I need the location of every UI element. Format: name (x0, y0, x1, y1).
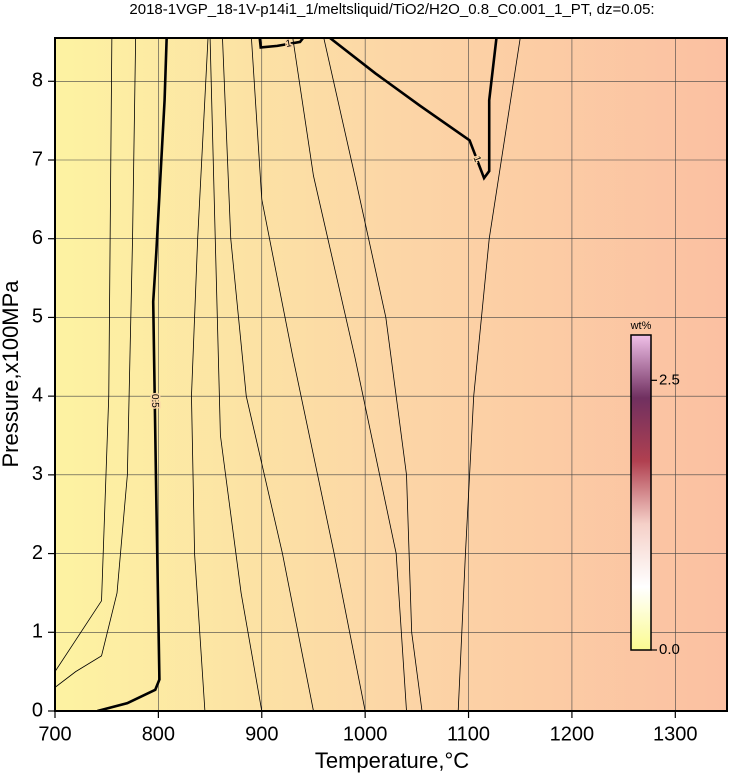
x-tick-label: 1200 (550, 723, 595, 745)
thin-contour-line (323, 38, 423, 711)
contour-line (329, 38, 498, 181)
thin-contour-line (191, 38, 209, 711)
y-tick-label: 0 (32, 699, 43, 721)
x-tick-label: 1100 (447, 723, 490, 745)
y-tick-label: 3 (32, 463, 43, 485)
colorbar (630, 334, 652, 651)
y-tick-label: 2 (32, 542, 43, 564)
plot-frame (54, 37, 728, 712)
contour-line (97, 38, 168, 711)
chart-title: 2018-1VGP_18-1V-p14i1_1/meltsliquid/TiO2… (129, 1, 654, 18)
colorbar-tick-label: 0.0 (659, 641, 680, 658)
colorbar-tick-label: 2.5 (659, 371, 680, 388)
y-tick-label: 1 (32, 621, 43, 643)
thin-contour-line (209, 38, 263, 711)
y-tick-label: 4 (32, 384, 43, 406)
y-tick-label: 7 (32, 148, 43, 170)
contour-label: 0.5 (149, 394, 160, 409)
thin-contour-line (55, 38, 113, 672)
thin-contour-line (292, 38, 407, 711)
y-tick-label: 5 (32, 306, 43, 328)
thin-contour-line (457, 38, 521, 711)
x-axis-label: Temperature,°C (315, 748, 469, 773)
thin-contour-line (251, 38, 366, 711)
x-tick-label: 1300 (653, 723, 698, 745)
plot-layer: 0.511 (55, 38, 727, 711)
thin-contour-line (222, 38, 314, 711)
y-tick-label: 8 (32, 70, 43, 92)
x-tick-label: 1000 (343, 723, 388, 745)
contour-label: 1 (285, 38, 293, 50)
colorbar-label: wt% (630, 320, 652, 332)
x-tick-label: 800 (142, 723, 175, 745)
thin-contour-line (55, 38, 137, 688)
y-tick-label: 6 (32, 227, 43, 249)
y-axis-label: Pressure,x100MPa (0, 280, 23, 468)
x-tick-label: 700 (38, 723, 71, 745)
x-tick-label: 900 (245, 723, 278, 745)
contour-line (258, 38, 305, 49)
plot-background (55, 38, 727, 711)
